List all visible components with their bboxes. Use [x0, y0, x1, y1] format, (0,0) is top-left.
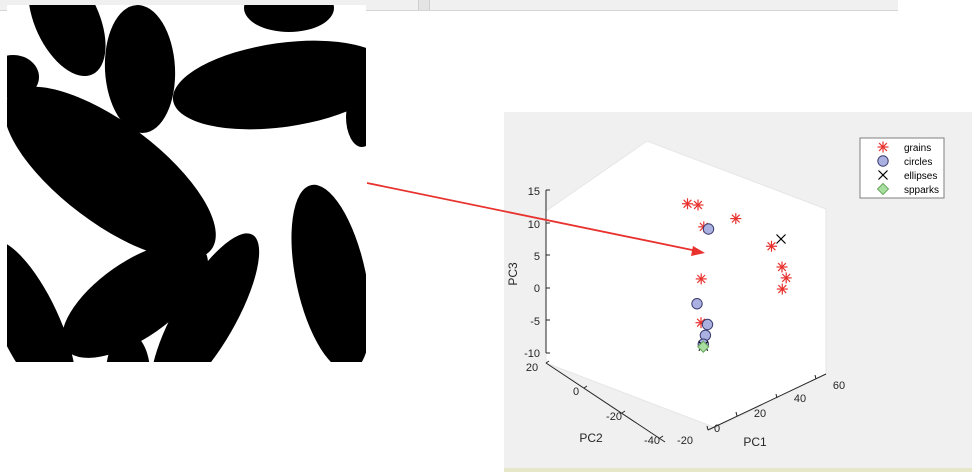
point-ellipses-0 [776, 234, 786, 244]
point-circles-2 [701, 318, 714, 331]
legend-label-spparks: spparks [904, 185, 939, 196]
legend-label-circles: circles [904, 157, 932, 168]
legend-marker-ellipses [878, 170, 888, 180]
legend-box [859, 137, 945, 199]
axis-lines [545, 190, 827, 443]
y-tick-minus-40: -40 [644, 435, 660, 447]
point-grains-7 [776, 261, 788, 273]
legend-label-grains: grains [904, 143, 931, 154]
z-tick-minus-10: -10 [524, 348, 540, 360]
annotation-arrow-head [691, 246, 705, 256]
point-grains-6 [766, 240, 777, 252]
point-circles-0 [702, 223, 715, 235]
z-tick-minus-5: -5 [530, 316, 540, 328]
point-grains-0 [682, 198, 693, 210]
x-tick-40: 40 [794, 393, 806, 405]
top-toolbar-strip [0, 0, 898, 11]
y-tick-20: 20 [526, 362, 538, 374]
axes-box-background [545, 140, 827, 429]
point-grains-1 [692, 199, 704, 211]
z-tick-5: 5 [534, 251, 540, 263]
annotation-arrow-line [366, 182, 698, 252]
z-tick-10: 10 [528, 219, 540, 231]
legend-marker-circles [877, 155, 889, 167]
figure-panel-bottom-edge [504, 468, 972, 472]
point-grains-3 [730, 213, 742, 225]
x-tick-0: 0 [714, 423, 720, 435]
legend: grains circles ellipses spparks [859, 137, 945, 199]
x-axis-label: PC1 [743, 435, 767, 449]
legend-marker-spparks [876, 182, 890, 196]
z-tick-15: 15 [528, 186, 540, 198]
z-axis-label: PC3 [506, 262, 520, 286]
ellipse-microstructure-image [7, 5, 366, 362]
x-tick-20: 20 [754, 408, 766, 420]
point-grains-8 [780, 272, 792, 284]
y-tick-minus-20: -20 [606, 411, 622, 423]
y-axis-label: PC2 [579, 431, 603, 445]
legend-label-ellipses: ellipses [904, 171, 937, 182]
point-circles-1 [691, 298, 703, 310]
legend-marker-grains [877, 141, 889, 153]
x-tick-60: 60 [833, 380, 845, 392]
toolbar-separator [418, 0, 430, 10]
point-grains-9 [776, 283, 788, 295]
x-tick-minus-20: -20 [677, 435, 693, 447]
data-points [682, 198, 792, 353]
y-tick-0: 0 [573, 386, 579, 398]
point-grains-4 [695, 273, 707, 285]
z-tick-0: 0 [534, 283, 540, 295]
point-spparks-0 [697, 340, 710, 353]
